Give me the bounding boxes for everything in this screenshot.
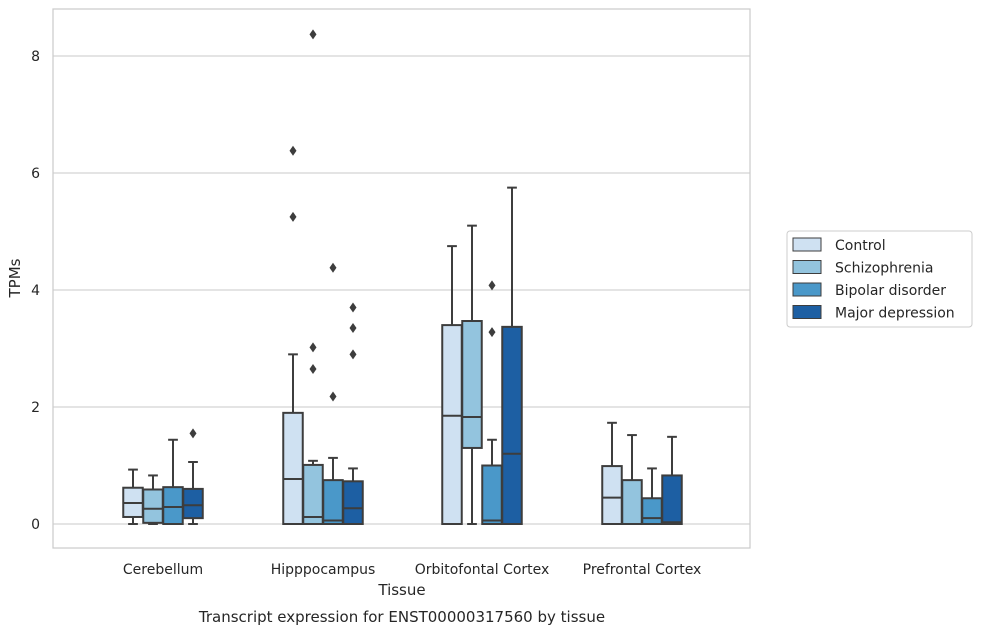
- outlier-point: [349, 349, 357, 360]
- box: [302, 463, 324, 526]
- y-tick-label: 6: [31, 166, 40, 182]
- chart-caption: Transcript expression for ENST0000031756…: [198, 608, 605, 626]
- y-tick-label: 0: [31, 517, 40, 533]
- x-axis-ticks: Cerebellum Hipppocampus Orbitofontal Corte…: [123, 562, 701, 578]
- outlier-point: [349, 302, 357, 313]
- x-axis-label: Tissue: [377, 581, 425, 599]
- box-group: [621, 434, 643, 525]
- x-tick-label: Cerebellum: [123, 562, 203, 578]
- box: [342, 480, 364, 526]
- box: [182, 487, 204, 520]
- box-group: [501, 186, 523, 526]
- legend-label: Bipolar disorder: [835, 283, 946, 299]
- box-group: [182, 428, 204, 525]
- box-group: [601, 421, 623, 525]
- y-tick-label: 2: [31, 400, 40, 416]
- box: [501, 325, 523, 526]
- box: [601, 465, 623, 525]
- legend-swatch: [792, 237, 822, 252]
- legend-frame: [786, 230, 973, 328]
- box-groups: [122, 29, 683, 526]
- outlier-point: [309, 29, 317, 40]
- box-group: [342, 302, 364, 526]
- box-group: [641, 467, 663, 526]
- outlier-point: [488, 280, 496, 291]
- legend-label: Schizophrenia: [835, 261, 933, 277]
- legend: Control Schizophrenia Bipolar disorder Majo…: [786, 230, 973, 328]
- outlier-point: [349, 323, 357, 334]
- x-tick-label: Hipppocampus: [271, 562, 376, 578]
- legend-swatch: [792, 282, 822, 297]
- legend-swatch: [792, 305, 822, 319]
- box: [162, 486, 184, 525]
- outlier-point: [309, 342, 317, 353]
- x-tick-label: Prefrontal Cortex: [583, 562, 702, 578]
- plot-background: [53, 9, 750, 548]
- box-group: [162, 438, 184, 525]
- outlier-point: [488, 327, 496, 338]
- box-group: [461, 224, 483, 525]
- box-group: [322, 262, 344, 525]
- plot-frame: [52, 8, 751, 549]
- outlier-point: [329, 391, 337, 402]
- box: [461, 320, 483, 449]
- box: [661, 474, 683, 526]
- y-axis-ticks: 0 2 4 6 8: [31, 49, 40, 533]
- box: [621, 479, 643, 525]
- box-group: [661, 435, 683, 526]
- box: [322, 479, 344, 525]
- box: [282, 411, 304, 526]
- legend-label: Control: [835, 238, 886, 254]
- box-group: [142, 474, 164, 525]
- legend-label: Major depression: [835, 306, 955, 322]
- y-axis-label: TPMs: [6, 258, 24, 298]
- outlier-point: [329, 262, 337, 273]
- outlier-point: [289, 211, 297, 222]
- box: [142, 488, 164, 524]
- y-tick-label: 4: [31, 283, 40, 299]
- box: [641, 497, 663, 526]
- outlier-point: [189, 428, 197, 439]
- x-tick-label: Orbitofontal Cortex: [415, 562, 550, 578]
- outlier-point: [289, 145, 297, 156]
- outlier-point: [309, 363, 317, 374]
- y-tick-label: 8: [31, 49, 40, 65]
- box: [481, 464, 503, 525]
- legend-swatch: [792, 260, 822, 274]
- box: [441, 324, 463, 525]
